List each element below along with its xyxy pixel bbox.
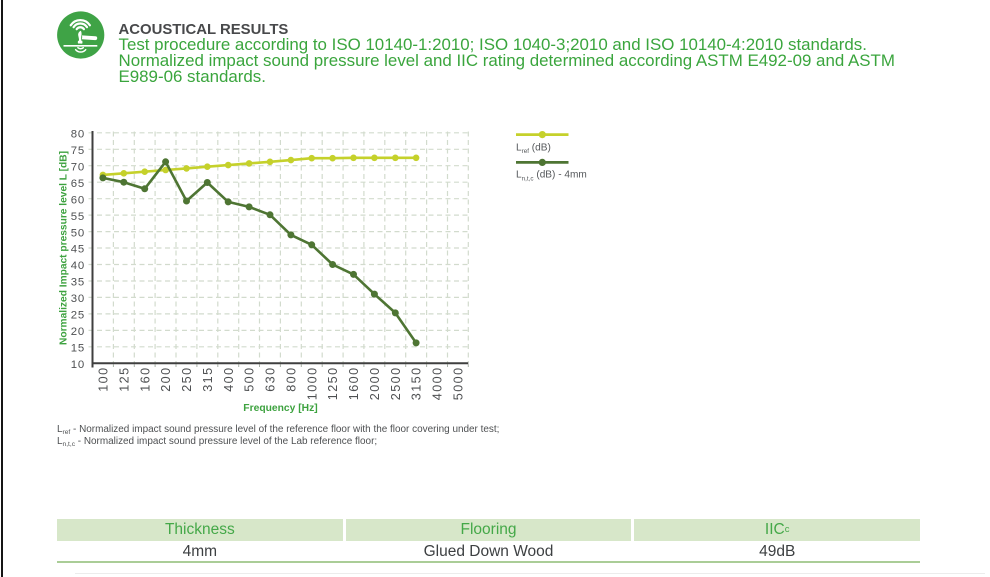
- svg-text:1000: 1000: [305, 366, 319, 400]
- svg-text:3150: 3150: [410, 366, 424, 400]
- svg-text:Frequency [Hz]: Frequency [Hz]: [243, 403, 317, 414]
- svg-text:160: 160: [138, 366, 152, 391]
- svg-text:200: 200: [159, 366, 173, 391]
- svg-text:630: 630: [264, 366, 278, 391]
- svg-text:80: 80: [71, 129, 85, 141]
- svg-text:5000: 5000: [452, 366, 466, 400]
- svg-text:Ln,t,c (dB) - 4mm: Ln,t,c (dB) - 4mm: [516, 170, 587, 183]
- svg-text:55: 55: [71, 211, 85, 223]
- svg-text:45: 45: [71, 244, 85, 256]
- svg-text:65: 65: [71, 178, 85, 190]
- svg-text:1600: 1600: [347, 366, 361, 400]
- svg-text:100: 100: [97, 366, 111, 391]
- svg-text:250: 250: [180, 366, 194, 391]
- svg-text:400: 400: [222, 366, 236, 391]
- svg-text:1250: 1250: [326, 366, 340, 400]
- svg-text:25: 25: [71, 310, 85, 322]
- svg-text:20: 20: [71, 326, 85, 338]
- svg-text:2000: 2000: [368, 366, 382, 400]
- svg-text:60: 60: [71, 194, 85, 206]
- svg-text:75: 75: [71, 145, 85, 157]
- svg-text:500: 500: [243, 366, 257, 391]
- svg-text:35: 35: [71, 277, 85, 289]
- svg-text:50: 50: [71, 227, 85, 239]
- svg-text:Lref (dB): Lref (dB): [516, 142, 551, 155]
- svg-text:315: 315: [201, 366, 215, 391]
- svg-text:30: 30: [71, 293, 85, 305]
- svg-text:70: 70: [71, 161, 85, 173]
- svg-text:Normalized Impact pressure lev: Normalized Impact pressure level L [dB]: [59, 151, 70, 345]
- svg-text:10: 10: [71, 359, 85, 371]
- svg-text:4000: 4000: [431, 366, 445, 400]
- svg-text:15: 15: [71, 343, 85, 355]
- svg-text:125: 125: [117, 366, 131, 391]
- svg-text:40: 40: [71, 260, 85, 272]
- svg-text:800: 800: [285, 366, 299, 391]
- svg-text:2500: 2500: [389, 366, 403, 400]
